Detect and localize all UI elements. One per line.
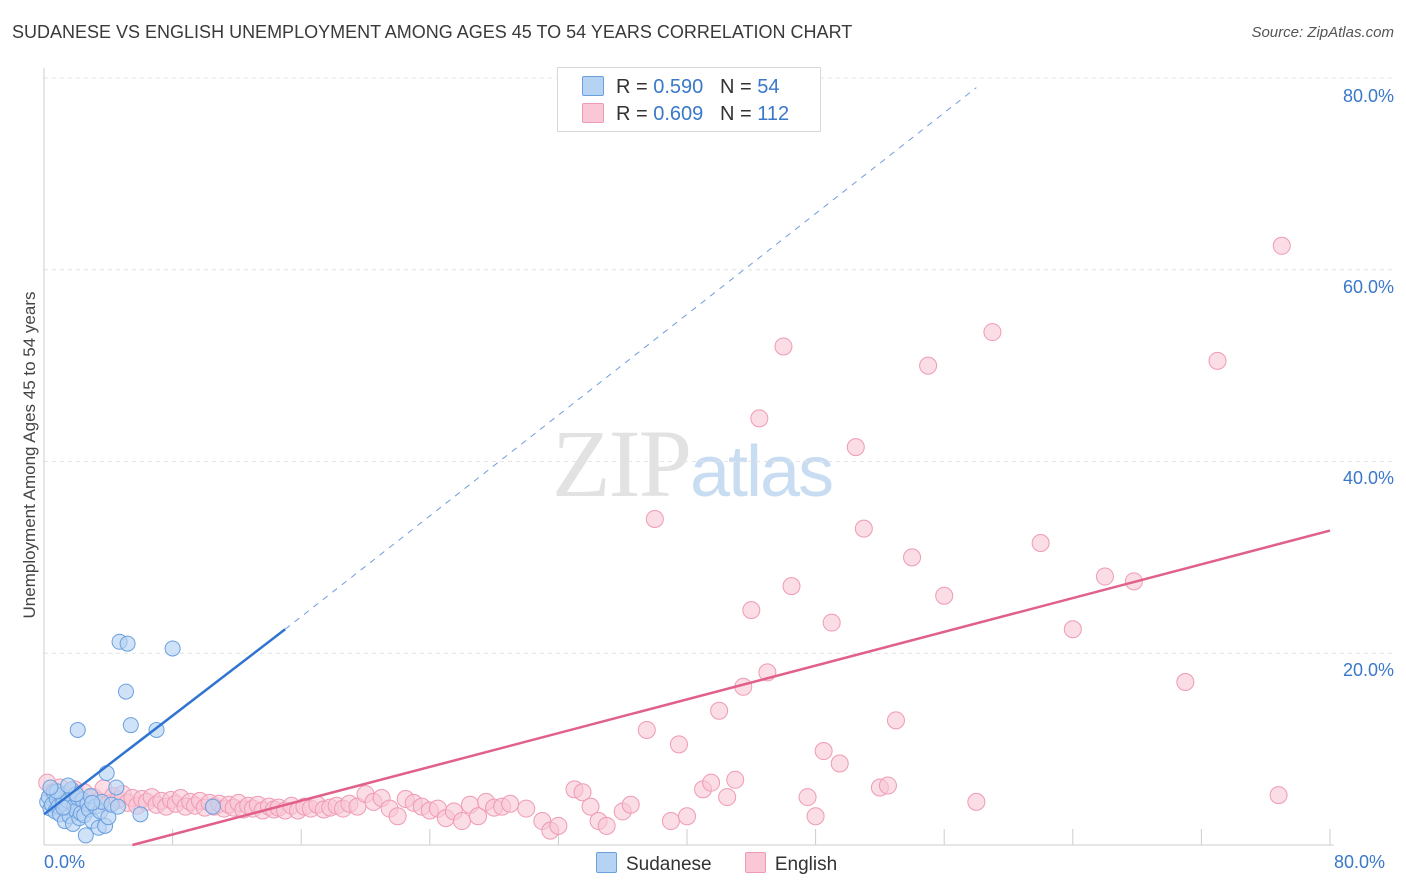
sudanese-point [98,765,115,782]
series-swatch-english [744,852,766,873]
sudanese-trend-extension [284,87,977,630]
english-point [1031,533,1050,552]
series-legend-sudanese[interactable]: Sudanese [596,852,712,876]
english-point [782,577,801,596]
english-point [1272,236,1291,255]
legend-box: R = 0.590 N = 54 R = 0.609 N = 112 [557,67,821,132]
y-axis-label: Unemployment Among Ages 45 to 54 years [20,291,39,619]
english-point [1269,786,1288,805]
source-credit: Source: ZipAtlas.com [1251,24,1394,41]
english-point [846,438,865,457]
english-point [1095,567,1114,586]
english-point [597,816,616,835]
english-point [822,613,841,632]
english-point [710,701,729,720]
sudanese-point [77,827,94,844]
english-point [1208,351,1227,370]
english-point [517,799,536,818]
sudanese-trend-line [43,628,286,816]
english-point [726,770,745,789]
english-point [814,742,833,761]
sudanese-point [164,640,181,657]
english-point [1063,620,1082,639]
english-point [806,807,825,826]
english-point [452,812,471,831]
sudanese-point [42,779,59,796]
english-point [702,773,721,792]
english-point [903,548,922,567]
english-point [718,788,737,807]
english-point [581,797,600,816]
english-point [886,711,905,730]
chart-title: SUDANESE VS ENGLISH UNEMPLOYMENT AMONG A… [12,22,853,42]
legend-r-value-sudanese: 0.590 [653,76,704,98]
sudanese-point [84,794,101,811]
english-point [854,519,873,538]
english-point [830,754,849,773]
english-point [678,807,696,826]
watermark-zip: ZIP [552,410,692,517]
x-tick-label-min: 0.0% [44,852,86,872]
english-point [983,323,1002,342]
watermark-atlas: atlas [690,432,834,512]
english-point [1176,673,1195,692]
legend-swatch-sudanese [582,76,604,96]
english-point [469,807,488,826]
legend-row-english: R = 0.609 N = 112 [582,103,789,125]
english-point [661,812,680,831]
english-point [637,720,656,739]
legend-n-value-sudanese: 54 [757,76,780,98]
legend-r-label: R = [616,76,648,98]
sudanese-point [60,777,77,794]
sudanese-point [204,798,221,815]
sudanese-point [117,683,134,700]
series-name-english: English [774,854,838,875]
watermark: ZIPatlas [552,408,834,519]
english-point [742,601,761,620]
sudanese-point [132,806,149,823]
sudanese-point [69,721,86,738]
english-point [621,795,640,814]
english-point [549,816,568,835]
english-point [919,356,938,375]
sudanese-point [122,717,139,734]
series-swatch-sudanese [596,852,617,873]
english-point [645,510,664,529]
english-point [774,337,793,356]
legend-n-value-english: 112 [757,103,790,125]
english-point [935,586,954,605]
english-trend-line [132,529,1331,847]
y-tick-label-80: 80.0% [1342,86,1394,106]
legend-n-label: N = [719,76,752,98]
legend-n-label: N = [719,103,752,125]
legend-r-value-english: 0.609 [653,103,704,125]
legend-swatch-english [582,103,604,123]
series-name-sudanese: Sudanese [626,854,712,875]
english-point [878,776,897,795]
x-tick-label-max: 80.0% [1334,852,1386,872]
y-tick-label-20: 20.0% [1342,660,1394,680]
english-point [573,783,592,802]
legend-row-sudanese: R = 0.590 N = 54 [582,76,779,98]
english-point [669,735,688,754]
legend-r-label: R = [616,103,648,125]
sudanese-point [109,798,126,815]
english-point [798,788,817,807]
sudanese-point [108,779,125,796]
series-legend-english[interactable]: English [744,852,838,876]
sudanese-point [119,635,136,652]
english-point [388,807,407,826]
y-tick-label-40: 40.0% [1342,468,1394,488]
series-legend: Sudanese English [596,852,865,876]
y-tick-label-60: 60.0% [1342,277,1394,297]
english-point [967,792,986,811]
english-point [750,409,769,428]
english-point [501,794,520,813]
